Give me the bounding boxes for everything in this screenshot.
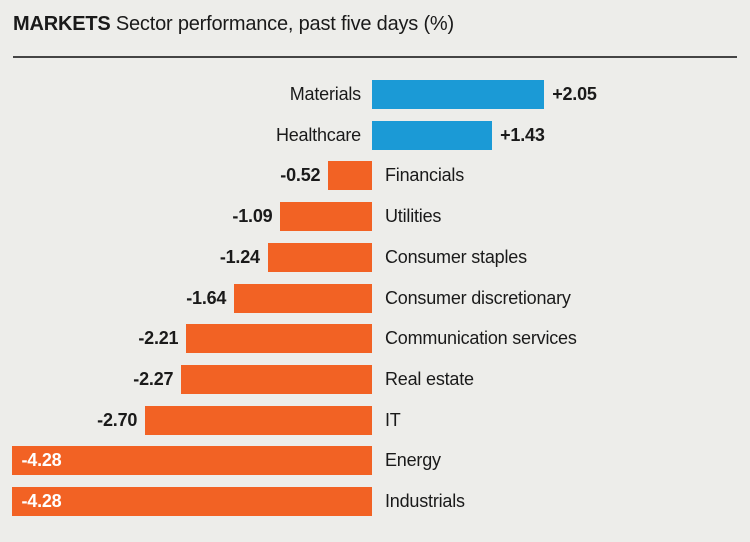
value-label: +2.05 (552, 84, 597, 104)
category-label: Financials (385, 165, 465, 186)
bar (267, 242, 372, 272)
bar (186, 324, 372, 354)
value-label: -1.64 (186, 287, 227, 308)
bar (372, 80, 545, 109)
bar (372, 120, 493, 150)
category-label: Consumer staples (385, 246, 527, 267)
value-label: -4.28 (21, 491, 62, 511)
category-label: Healthcare (275, 124, 361, 145)
category-label: Consumer discretionary (385, 287, 571, 308)
value-label: -1.24 (219, 246, 260, 267)
chart-title: Sector performance, past five days (%) (115, 13, 454, 35)
value-label: -2.21 (138, 328, 179, 349)
chart-kicker: MARKETS (13, 13, 111, 35)
header-divider-rule (13, 56, 737, 58)
bar (328, 161, 372, 191)
category-label: IT (385, 409, 401, 430)
value-label: -0.52 (280, 165, 321, 186)
category-label: Energy (385, 450, 441, 471)
bar (280, 202, 372, 232)
category-label: Utilities (385, 206, 442, 227)
bar (181, 364, 372, 394)
category-label: Communication services (385, 328, 577, 349)
value-label: +1.43 (500, 124, 545, 145)
chart-header: MARKETS Sector performance, past five da… (13, 13, 454, 36)
category-label: Real estate (385, 368, 474, 389)
value-label: -2.27 (133, 368, 174, 389)
category-label: Materials (289, 84, 361, 104)
bar (12, 446, 372, 476)
bar (145, 405, 372, 435)
value-label: -1.09 (232, 206, 273, 227)
bar (234, 283, 372, 313)
category-label: Industrials (385, 491, 465, 511)
value-label: -2.70 (97, 409, 138, 430)
bar (12, 487, 372, 516)
value-label: -4.28 (21, 450, 62, 471)
